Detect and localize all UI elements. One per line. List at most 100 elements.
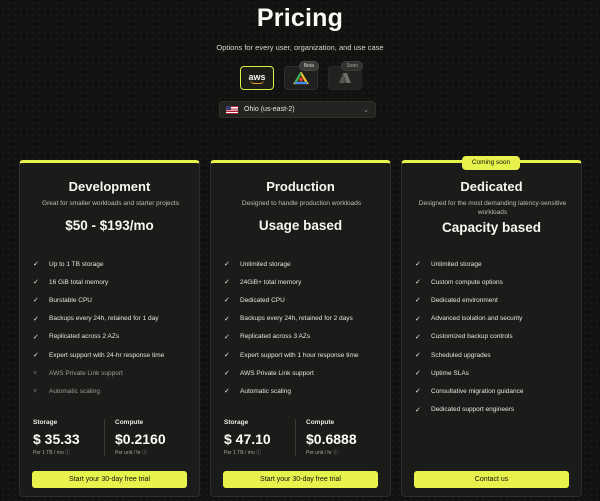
feature-item: ✓ AWS Private Link support [224,364,377,382]
compute-note: Per unit / hr [306,450,332,456]
check-icon: ✓ [415,406,421,414]
storage-note: Per 1 TB / mo [33,450,64,456]
feature-text: Scheduled upgrades [431,351,491,359]
check-icon: ✓ [224,352,230,360]
storage-value: $ 35.33 [33,431,80,447]
compute-cost: Compute $0.6888 Per unit / hr ⓘ [295,419,377,456]
plan-title: Dedicated [460,179,523,194]
check-icon: ✓ [415,352,421,360]
feature-text: Advanced isolation and security [431,315,523,323]
feature-text: Uptime SLAs [431,369,469,377]
check-icon: ✓ [415,388,421,396]
coming-soon-badge: Coming soon [462,156,520,170]
feature-item: ✓ Unlimited storage [415,255,568,273]
feature-text: Dedicated CPU [240,296,285,304]
gcp-logo-icon [293,71,309,84]
feature-text: Dedicated environment [431,296,498,304]
us-flag-icon [226,105,238,114]
check-icon: ✓ [33,315,39,323]
feature-text: Replicated across 2 AZs [49,333,120,341]
feature-text: Backups every 24h, retained for 2 days [240,315,353,323]
compute-value: $0.6888 [306,431,357,447]
beta-badge: Beta [298,61,319,71]
feature-text: Up to 1 TB storage [49,260,104,268]
feature-text: AWS Private Link support [49,369,123,377]
check-icon: ✓ [415,261,421,269]
plan-card-development: Development Great for smaller workloads … [19,160,200,497]
contact-us-button[interactable]: Contact us [414,471,569,488]
info-icon[interactable]: ⓘ [142,450,148,456]
start-trial-button[interactable]: Start your 30-day free trial [32,471,187,488]
feature-text: 24GiB+ total memory [240,278,302,286]
provider-aws-button[interactable]: aws [240,66,274,90]
x-icon: × [33,387,38,395]
feature-item: ✓ 16 GiB total memory [33,273,186,291]
feature-item: ✓ Custom compute options [415,273,568,291]
feature-item: ✓ Dedicated environment [415,291,568,309]
start-trial-button[interactable]: Start your 30-day free trial [223,471,378,488]
feature-text: Backups every 24h, retained for 1 day [49,315,159,323]
aws-logo-icon: aws [248,71,266,84]
feature-item: ✓ 24GiB+ total memory [224,273,377,291]
compute-label: Compute [115,419,144,426]
plan-price: Capacity based [441,220,542,235]
check-icon: ✓ [224,388,230,396]
check-icon: ✓ [415,370,421,378]
check-icon: ✓ [224,279,230,287]
feature-item: ✓ Consultative migration guidance [415,382,568,400]
feature-item: ✓ Expert support with 24-hr response time [33,346,186,364]
feature-item: ✓ Backups every 24h, retained for 1 day [33,310,186,328]
feature-text: Dedicated support engineers [431,406,515,414]
chevron-down-icon: ⌄ [363,106,369,114]
feature-item: ✓ Dedicated CPU [224,291,377,309]
feature-text: Expert support with 24-hr response time [49,351,165,359]
info-icon[interactable]: ⓘ [333,450,339,456]
feature-item: ✓ Replicated across 2 AZs [33,328,186,346]
plan-card-dedicated: Coming soon Dedicated Designed for the m… [401,156,582,497]
feature-item: ✓ Advanced isolation and security [415,310,568,328]
feature-text: Replicated across 3 AZs [240,333,311,341]
feature-item: ✓ Unlimited storage [224,255,377,273]
feature-text: Consultative migration guidance [431,387,524,395]
compute-label: Compute [306,419,335,426]
storage-cost: Storage $ 47.10 Per 1 TB / mo ⓘ [224,419,295,456]
azure-logo-icon [339,73,351,83]
soon-badge: Soon [341,61,363,71]
check-icon: ✓ [415,297,421,305]
check-icon: ✓ [33,279,39,287]
compute-value: $0.2160 [115,431,166,447]
check-icon: ✓ [33,297,39,305]
check-icon: ✓ [33,261,39,269]
feature-text: Customized backup controls [431,333,513,341]
check-icon: ✓ [224,333,230,341]
feature-item: ✓ Dedicated support engineers [415,401,568,419]
feature-item: ✓ Scheduled upgrades [415,346,568,364]
plan-subtitle: Great for smaller workloads and starter … [42,200,179,207]
feature-text: Unlimited storage [240,260,291,268]
plan-price: $50 - $193/mo [65,218,154,233]
feature-text: 16 GiB total memory [49,278,109,286]
check-icon: ✓ [224,370,230,378]
feature-item-unavailable: × Automatic scaling [33,382,186,400]
feature-item: ✓ Automatic scaling [224,382,377,400]
feature-item: ✓ Burstable CPU [33,291,186,309]
aws-logo-text: aws [248,71,266,82]
cloud-provider-selector: aws Beta Soon [240,61,363,90]
feature-item: ✓ Replicated across 3 AZs [224,328,377,346]
feature-list: ✓ Unlimited storage ✓ 24GiB+ total memory … [224,255,377,401]
feature-item: ✓ Backups every 24h, retained for 2 days [224,310,377,328]
info-icon[interactable]: ⓘ [65,450,71,456]
compute-note: Per unit / hr [115,450,141,456]
page-title: Pricing [256,4,344,32]
plan-subtitle: Designed to handle production workloads [241,200,362,207]
provider-gcp-button[interactable]: Beta [284,61,319,90]
feature-item-unavailable: × AWS Private Link support [33,364,186,382]
feature-text: Expert support with 1 hour response time [240,351,359,359]
region-select[interactable]: Ohio (us-east-2) ⌄ [219,101,376,118]
cost-breakdown: Storage $ 35.33 Per 1 TB / mo ⓘ Compute … [33,419,186,456]
feature-item: ✓ Customized backup controls [415,328,568,346]
feature-text: Custom compute options [431,278,503,286]
info-icon[interactable]: ⓘ [256,450,262,456]
provider-azure-button[interactable]: Soon [328,61,363,90]
plan-title: Development [68,179,151,194]
